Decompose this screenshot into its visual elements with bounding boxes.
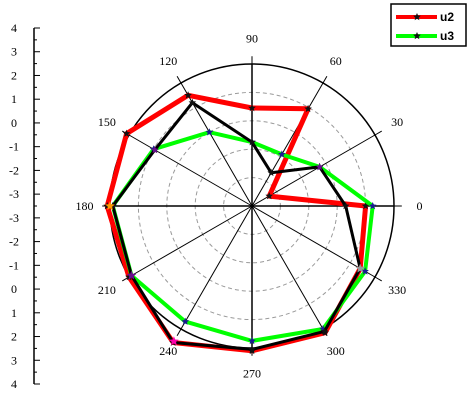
- angle-label: 90: [246, 31, 258, 45]
- data-point-u3: [181, 317, 190, 325]
- angle-labels: 0 30 60 90 120 150 180 210 240 270 300 330: [75, 31, 422, 380]
- angle-tick: [374, 276, 382, 282]
- series-line-u2: [104, 92, 369, 354]
- highlight-marker: [105, 201, 115, 210]
- legend-box: [390, 3, 467, 47]
- legend-marker: [413, 13, 421, 21]
- data-point-u2: [184, 91, 192, 99]
- spoke: [128, 205, 253, 278]
- spoke: [251, 205, 324, 330]
- radial-tick-label: 1: [11, 306, 17, 320]
- angle-label: 300: [327, 344, 345, 358]
- data-point-unlabeled: [267, 168, 275, 176]
- radial-axis: 4 3 2 1 0 -1 -2 -3 -3 -2 -1 0 1 2 3 4: [9, 21, 40, 391]
- data-point-u2: [265, 192, 273, 200]
- angle-label: 0: [417, 199, 423, 213]
- angle-label: 120: [159, 54, 177, 68]
- data-point-unlabeled: [248, 345, 256, 353]
- angle-tick: [374, 130, 382, 136]
- angle-label: 240: [159, 344, 177, 358]
- angle-label: 330: [388, 283, 406, 297]
- spoke: [128, 134, 253, 207]
- angle-tick: [322, 76, 328, 84]
- spoke: [251, 82, 324, 207]
- radial-tick-label: 3: [11, 353, 17, 367]
- radial-tick-label: 4: [11, 377, 17, 391]
- data-point-u2: [125, 273, 133, 281]
- radial-tick-label: -1: [9, 140, 19, 154]
- data-point-unlabeled: [188, 98, 197, 106]
- radial-tick-label: -1: [9, 258, 19, 272]
- highlight-marker: [151, 145, 159, 154]
- radial-tick-label: 0: [11, 116, 17, 130]
- data-point-u3: [361, 267, 369, 275]
- angle-label: 270: [243, 367, 261, 381]
- highlight-marker: [355, 263, 365, 273]
- data-point-unlabeled: [320, 327, 329, 335]
- data-point-unlabeled: [341, 202, 350, 210]
- data-point-u2: [304, 104, 312, 113]
- highlight-marker: [315, 162, 324, 171]
- spoke: [180, 205, 253, 330]
- spoke: [251, 205, 376, 278]
- data-point-unlabeled: [248, 138, 256, 146]
- radial-tick-label: -3: [9, 211, 19, 225]
- radial-tick-label: -3: [9, 187, 19, 201]
- data-point-u2: [122, 129, 131, 137]
- data-point-u3: [368, 202, 377, 210]
- radial-tick-label: 4: [11, 21, 17, 35]
- data-point-u3: [205, 128, 214, 136]
- radial-tick-label: 0: [11, 282, 17, 296]
- series-group: [103, 91, 377, 355]
- angle-label: 180: [75, 199, 93, 213]
- angle-tick: [176, 76, 182, 84]
- radial-tick-label: 3: [11, 45, 17, 59]
- highlight-marker: [126, 270, 137, 280]
- data-point-u3: [278, 150, 286, 158]
- data-point-u2: [248, 104, 256, 112]
- angle-label: 60: [330, 54, 342, 68]
- legend-label: u2: [440, 10, 454, 24]
- angle-tick: [176, 328, 182, 336]
- data-point-u2: [361, 202, 370, 210]
- angle-label: 210: [98, 283, 116, 297]
- data-point-u3: [248, 336, 256, 345]
- legend-label: u3: [440, 29, 454, 43]
- radial-tick-label: 1: [11, 92, 17, 106]
- angle-label: 150: [98, 115, 116, 129]
- radial-tick-label: 2: [11, 68, 17, 82]
- highlight-marker: [169, 336, 179, 346]
- angle-label: 30: [391, 115, 403, 129]
- radial-tick-label: -2: [9, 163, 19, 177]
- radial-tick-label: 2: [11, 330, 17, 344]
- radial-tick-label: -2: [9, 235, 19, 249]
- legend-marker: [413, 32, 421, 40]
